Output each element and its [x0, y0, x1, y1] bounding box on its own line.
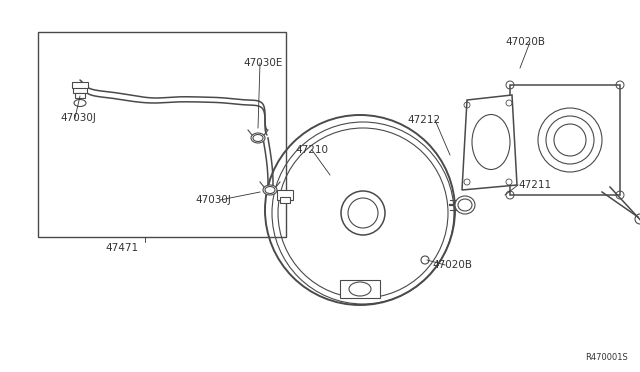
Text: 47020B: 47020B	[505, 37, 545, 47]
Ellipse shape	[253, 135, 263, 141]
Ellipse shape	[458, 199, 472, 211]
Bar	[280, 197, 290, 203]
Bar	[73, 85, 87, 93]
Bar	[75, 93, 85, 98]
Ellipse shape	[251, 133, 265, 143]
Bar	[38, 32, 286, 237]
Ellipse shape	[349, 282, 371, 296]
Text: R470001S: R470001S	[585, 353, 628, 362]
Text: 47030J: 47030J	[195, 195, 231, 205]
Bar	[510, 85, 620, 195]
Text: 47471: 47471	[106, 243, 139, 253]
Text: 47210: 47210	[295, 145, 328, 155]
Ellipse shape	[74, 99, 86, 106]
Ellipse shape	[455, 196, 475, 214]
Ellipse shape	[265, 186, 275, 193]
Text: 47020B: 47020B	[432, 260, 472, 270]
Ellipse shape	[263, 185, 277, 195]
Bar	[340, 280, 380, 298]
Ellipse shape	[472, 115, 510, 170]
Text: 47030J: 47030J	[60, 113, 96, 123]
Text: 47212: 47212	[407, 115, 440, 125]
Bar	[277, 190, 293, 200]
Bar	[72, 82, 88, 88]
Text: 47211: 47211	[518, 180, 551, 190]
Text: 47030E: 47030E	[243, 58, 282, 68]
Polygon shape	[462, 95, 517, 190]
